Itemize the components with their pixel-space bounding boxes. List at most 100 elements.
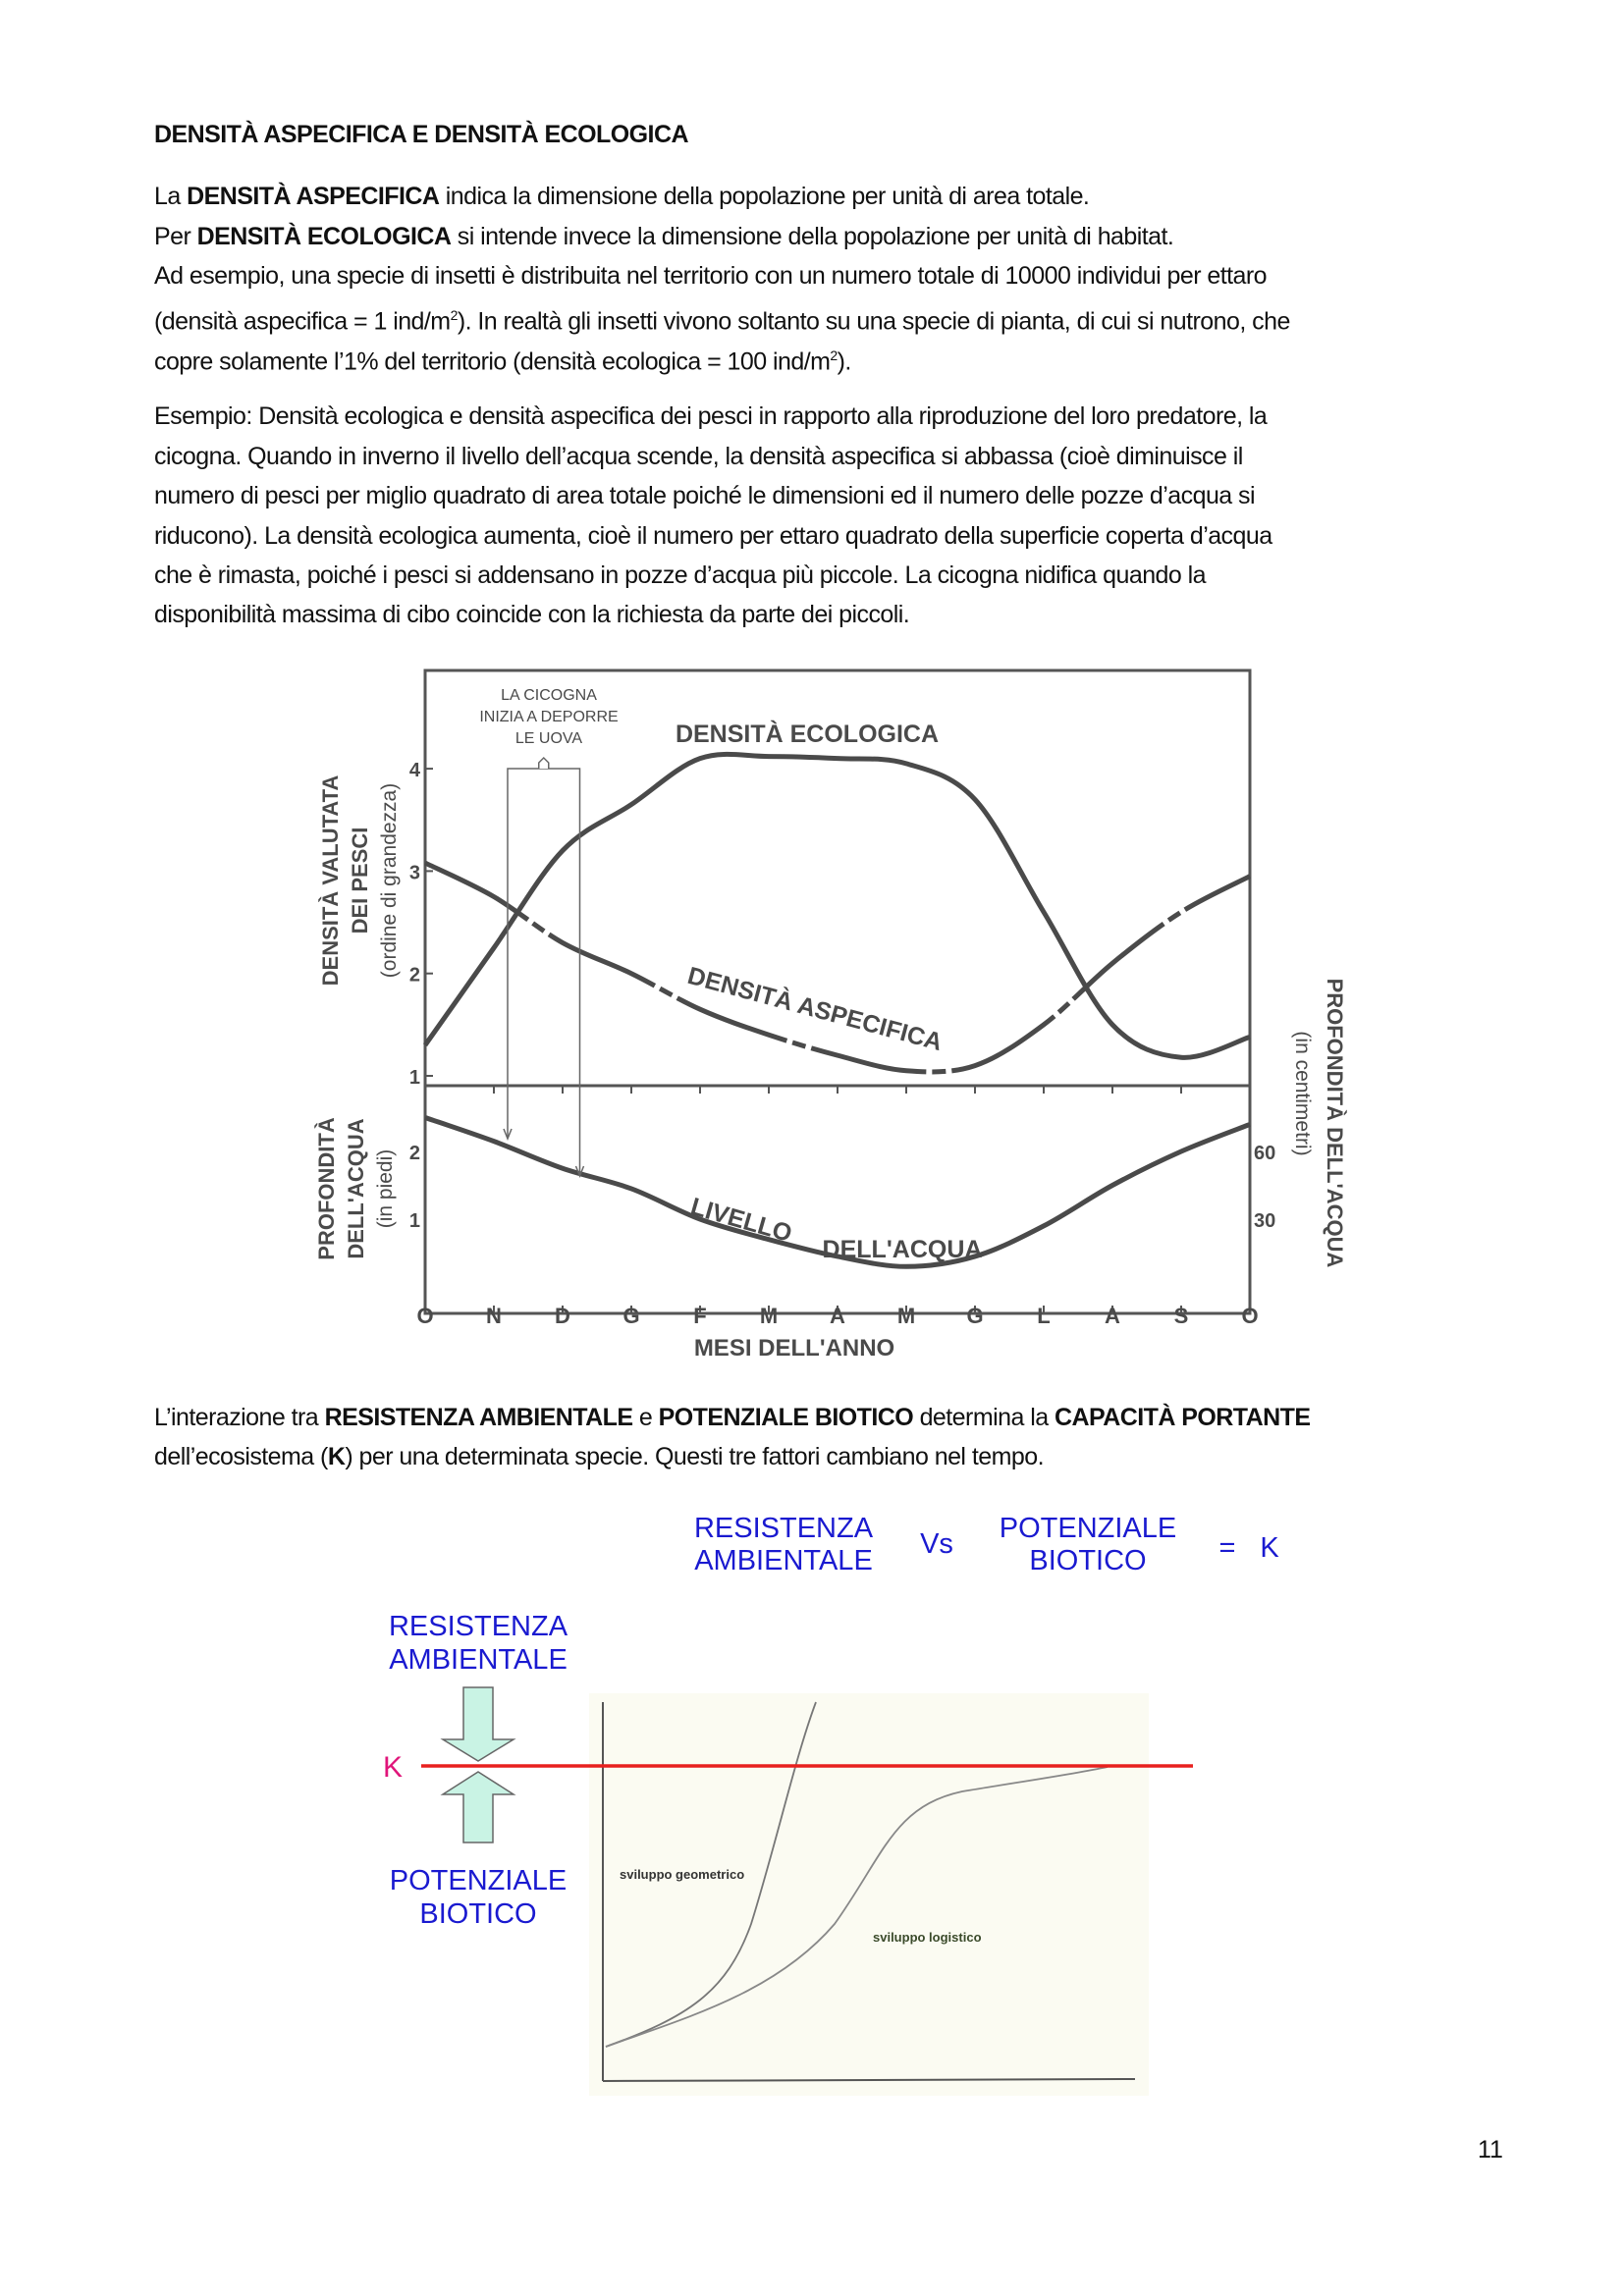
para1-line4: (densità aspecifica = 1 ind/m2). In real… — [154, 300, 1290, 336]
y-tick-label: 1 — [409, 1067, 420, 1089]
text: L’interazione tra — [154, 1404, 325, 1431]
y-label-lower: PROFONDITÀ — [314, 1117, 339, 1260]
bold-term: DENSITÀ ECOLOGICA — [196, 223, 452, 250]
y-tick-label: 3 — [409, 862, 420, 883]
k-label: K — [383, 1751, 403, 1784]
text: ) per una determinata specie. Questi tre… — [345, 1443, 1044, 1470]
equation-k: K — [1260, 1532, 1279, 1564]
equation-potenziale: BIOTICO — [1029, 1545, 1146, 1576]
annotation-line: INIZIA A DEPORRE — [479, 709, 618, 725]
label-resistenza: RESISTENZA — [389, 1611, 568, 1642]
series-label-logistic: sviluppo logistico — [873, 1930, 982, 1945]
para2-line: Esempio: Densità ecologica e densità asp… — [154, 402, 1268, 430]
arrow-up-icon — [440, 1771, 516, 1843]
y-tick-label: 1 — [409, 1210, 420, 1232]
x-tick-label: S — [1174, 1304, 1189, 1328]
para2-line: numero di pesci per miglio quadrato di a… — [154, 482, 1256, 509]
equation-potenziale: POTENZIALE — [1000, 1513, 1177, 1544]
arrow-down-icon — [503, 1128, 513, 1142]
equation-vs: Vs — [920, 1528, 953, 1560]
text: Per — [154, 223, 197, 250]
x-tick-label: A — [830, 1304, 845, 1328]
x-tick-label: D — [555, 1304, 570, 1328]
label-potenziale: BIOTICO — [419, 1898, 536, 1930]
x-tick-label: L — [1037, 1304, 1050, 1328]
geometric-growth-curve — [605, 1701, 817, 2048]
x-tick-label: F — [693, 1304, 706, 1328]
nest-icon — [538, 756, 550, 769]
para2-line: disponibilità massima di cibo coincide c… — [154, 601, 910, 628]
equation-resistenza: AMBIENTALE — [694, 1545, 873, 1576]
ecologica-line — [422, 751, 1251, 1060]
x-axis-label: MESI DELL'ANNO — [694, 1335, 894, 1362]
series-label-ecologica: DENSITÀ ECOLOGICA — [676, 720, 939, 748]
bold-term: DENSITÀ ASPECIFICA — [187, 183, 440, 210]
x-tick-label: A — [1105, 1304, 1120, 1328]
bold-term: POTENZIALE BIOTICO — [658, 1404, 914, 1431]
text: indica la dimensione della popolazione p… — [439, 183, 1090, 210]
section-heading: DENSITÀ ASPECIFICA E DENSITÀ ECOLOGICA — [154, 121, 689, 148]
arrow-down-icon — [574, 1165, 585, 1179]
annotation-line: LE UOVA — [515, 730, 583, 747]
y-label-upper: (ordine di grandezza) — [378, 783, 401, 978]
para1-line3: Ad esempio, una specie di insetti è dist… — [154, 262, 1268, 290]
text: ). — [837, 347, 852, 376]
para1-line2: Per DENSITÀ ECOLOGICA si intende invece … — [154, 222, 1174, 251]
y-tick-label: 2 — [409, 965, 420, 987]
para3-line1: L’interazione tra RESISTENZA AMBIENTALE … — [154, 1403, 1311, 1432]
logistic-growth-curve — [605, 1766, 1109, 2048]
x-tick-label: G — [966, 1304, 983, 1328]
figure-background — [589, 1693, 1149, 2096]
label-resistenza: AMBIENTALE — [389, 1644, 568, 1676]
text: si intende invece la dimensione della po… — [451, 223, 1174, 250]
text: e — [632, 1404, 659, 1431]
page-number: 11 — [1478, 2136, 1503, 2163]
x-tick-label: O — [1241, 1304, 1258, 1328]
series-label-geometric: sviluppo geometrico — [620, 1867, 744, 1882]
label-potenziale: POTENZIALE — [390, 1865, 568, 1896]
series-label-water-2: DELL'ACQUA — [823, 1236, 983, 1263]
bold-term: RESISTENZA AMBIENTALE — [324, 1404, 633, 1431]
y-tick-label: 2 — [409, 1143, 420, 1164]
x-tick-label: O — [416, 1304, 433, 1328]
aspecifica-line — [423, 860, 1252, 1075]
stork-nesting-marker — [503, 756, 585, 1179]
y-label-right: (in centimetri) — [1291, 1031, 1314, 1155]
y-label-upper: DEI PESCI — [348, 828, 372, 934]
text: determina la — [913, 1404, 1055, 1431]
text: copre solamente l’1% del territorio (den… — [154, 347, 831, 376]
text: La — [154, 183, 188, 210]
y-tick-label-right: 60 — [1254, 1143, 1275, 1164]
text: dell’ecosistema ( — [154, 1443, 328, 1470]
text: (densità aspecifica = 1 ind/m — [154, 307, 451, 336]
y-label-lower: (in piedi) — [374, 1149, 397, 1229]
para2-line: riducono). La densità ecologica aumenta,… — [154, 522, 1272, 550]
x-tick-label: N — [486, 1304, 502, 1328]
x-tick-label: G — [622, 1304, 639, 1328]
bold-term: K — [327, 1443, 346, 1470]
y-label-right: PROFONDITÀ DELL'ACQUA — [1323, 979, 1347, 1268]
superscript: 2 — [450, 307, 459, 323]
y-label-lower: DELL'ACQUA — [344, 1118, 368, 1258]
arrow-down-icon — [440, 1686, 516, 1762]
y-tick-label: 4 — [409, 760, 421, 781]
text: ). In realtà gli insetti vivono soltanto… — [457, 307, 1291, 336]
annotation-line: LA CICOGNA — [501, 687, 597, 704]
para2-line: che è rimasta, poiché i pesci si addensa… — [154, 561, 1207, 589]
equation-equals: = — [1219, 1532, 1236, 1564]
superscript: 2 — [830, 347, 838, 363]
para2-line: cicogna. Quando in inverno il livello de… — [154, 443, 1243, 470]
para1-line1: La DENSITÀ ASPECIFICA indica la dimensio… — [154, 182, 1090, 211]
water-level-line — [424, 1115, 1251, 1269]
x-axis — [602, 2078, 1136, 2082]
bold-term: CAPACITÀ PORTANTE — [1054, 1404, 1311, 1431]
para1-line5: copre solamente l’1% del territorio (den… — [154, 341, 851, 376]
x-tick-label: M — [760, 1304, 778, 1328]
x-tick-label: M — [897, 1304, 915, 1328]
y-label-upper: DENSITÀ VALUTATA — [318, 775, 343, 987]
equation-resistenza: RESISTENZA — [694, 1513, 874, 1544]
para3-line2: dell’ecosistema (K) per una determinata … — [154, 1442, 1045, 1471]
